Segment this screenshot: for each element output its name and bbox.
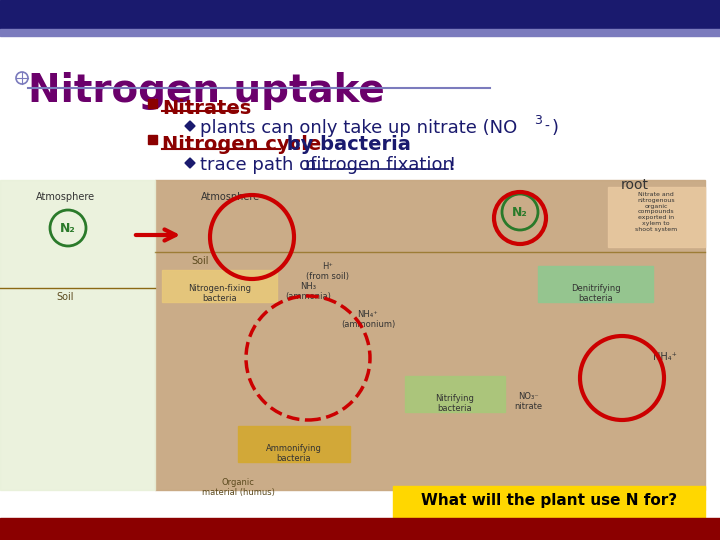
Text: Nitrogen-fixing
bacteria: Nitrogen-fixing bacteria	[189, 284, 251, 303]
Text: N₂: N₂	[512, 206, 528, 219]
Text: Nitrate and
nitrogenous
organic
compounds
exported in
xylem to
shoot system: Nitrate and nitrogenous organic compound…	[635, 192, 677, 232]
Bar	[405, 376, 505, 412]
Bar	[148, 99, 157, 108]
Text: by bacteria: by bacteria	[280, 135, 411, 154]
Bar	[393, 486, 705, 520]
Polygon shape	[185, 121, 195, 131]
Bar	[148, 135, 157, 144]
Bar	[162, 270, 277, 302]
Text: NH₄⁺: NH₄⁺	[653, 352, 677, 362]
Text: Nitrifying
bacteria: Nitrifying bacteria	[436, 394, 474, 414]
Text: N₂: N₂	[60, 221, 76, 234]
Text: Nitrogen cycle: Nitrogen cycle	[162, 135, 321, 154]
Text: Ammonifying
bacteria: Ammonifying bacteria	[266, 444, 322, 463]
Text: trace path of: trace path of	[200, 156, 322, 174]
Text: Atmosphere: Atmosphere	[200, 192, 260, 202]
Bar	[0, 518, 720, 540]
Bar	[538, 266, 653, 302]
Text: plants can only take up nitrate (NO: plants can only take up nitrate (NO	[200, 119, 517, 137]
Text: NO₃⁻
nitrate: NO₃⁻ nitrate	[514, 392, 542, 411]
Text: H⁺
(from soil): H⁺ (from soil)	[307, 262, 349, 281]
Text: 3: 3	[534, 114, 542, 127]
Text: nitrogen fixation: nitrogen fixation	[305, 156, 454, 174]
Text: Nitrogen uptake: Nitrogen uptake	[28, 72, 384, 110]
Text: NH₃
(ammonia): NH₃ (ammonia)	[285, 282, 331, 301]
Text: Organic
material (humus): Organic material (humus)	[202, 478, 274, 497]
Text: Soil: Soil	[192, 256, 209, 266]
Bar	[238, 426, 350, 462]
Polygon shape	[185, 158, 195, 168]
Text: ): )	[552, 119, 559, 137]
Bar	[608, 187, 705, 247]
Text: Nitrates: Nitrates	[162, 99, 251, 118]
Text: -: -	[544, 120, 549, 134]
Bar	[155, 180, 705, 490]
Text: Denitrifying
bacteria: Denitrifying bacteria	[571, 284, 621, 303]
Text: Soil: Soil	[56, 292, 73, 302]
Text: NH₄⁺
(ammonium): NH₄⁺ (ammonium)	[341, 310, 395, 329]
Bar	[0, 180, 155, 490]
Bar	[0, 29, 720, 36]
Text: !: !	[448, 156, 455, 174]
Bar	[0, 0, 720, 30]
Text: What will the plant use N for?: What will the plant use N for?	[421, 494, 677, 509]
Text: Atmosphere: Atmosphere	[35, 192, 94, 202]
Text: root: root	[621, 178, 649, 192]
